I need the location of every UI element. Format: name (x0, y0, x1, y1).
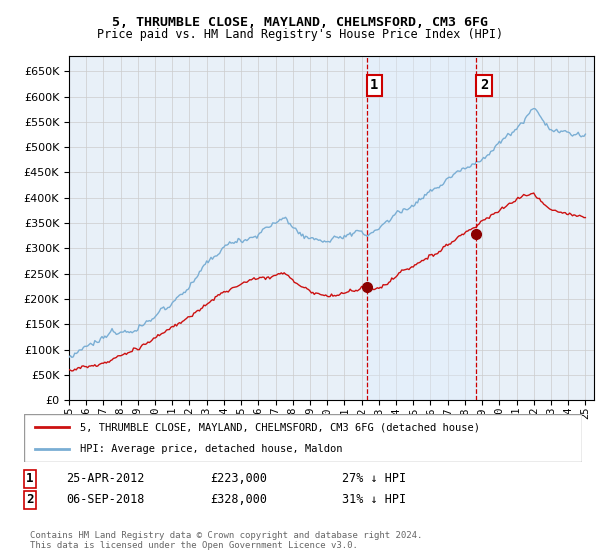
Text: 5, THRUMBLE CLOSE, MAYLAND, CHELMSFORD, CM3 6FG: 5, THRUMBLE CLOSE, MAYLAND, CHELMSFORD, … (112, 16, 488, 29)
Text: 27% ↓ HPI: 27% ↓ HPI (342, 472, 406, 486)
Text: 2: 2 (480, 78, 488, 92)
Text: 31% ↓ HPI: 31% ↓ HPI (342, 493, 406, 506)
Text: HPI: Average price, detached house, Maldon: HPI: Average price, detached house, Mald… (80, 444, 342, 454)
Text: 25-APR-2012: 25-APR-2012 (66, 472, 145, 486)
Text: Contains HM Land Registry data © Crown copyright and database right 2024.
This d: Contains HM Land Registry data © Crown c… (30, 531, 422, 550)
Text: 5, THRUMBLE CLOSE, MAYLAND, CHELMSFORD, CM3 6FG (detached house): 5, THRUMBLE CLOSE, MAYLAND, CHELMSFORD, … (80, 422, 480, 432)
Text: 06-SEP-2018: 06-SEP-2018 (66, 493, 145, 506)
Text: 1: 1 (370, 78, 379, 92)
Text: 2: 2 (26, 493, 34, 506)
Text: 1: 1 (26, 472, 34, 486)
Bar (367, 56, 476, 400)
Text: Price paid vs. HM Land Registry's House Price Index (HPI): Price paid vs. HM Land Registry's House … (97, 28, 503, 41)
Text: £223,000: £223,000 (210, 472, 267, 486)
Text: £328,000: £328,000 (210, 493, 267, 506)
